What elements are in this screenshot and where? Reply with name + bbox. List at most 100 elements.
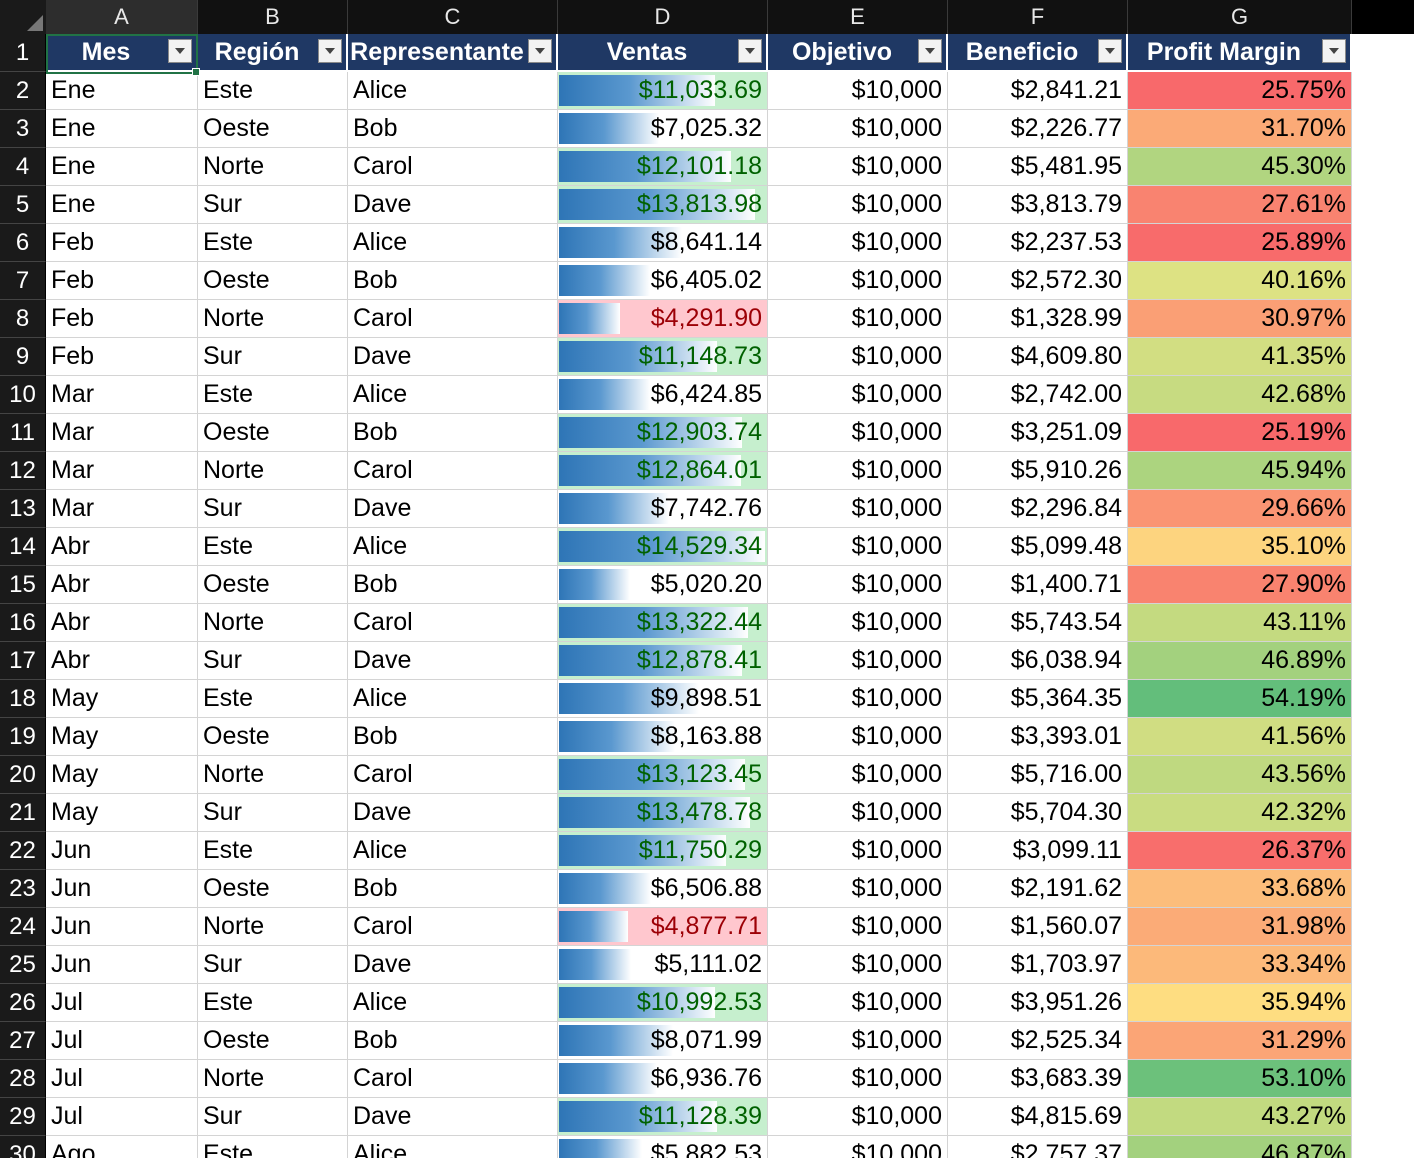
cell-beneficio[interactable]: $4,609.80 [948, 338, 1128, 376]
cell-objetivo[interactable]: $10,000 [768, 870, 948, 908]
cell-mes[interactable]: Ene [46, 186, 198, 224]
cell-representante[interactable]: Alice [348, 528, 558, 566]
cell-mes[interactable]: Abr [46, 566, 198, 604]
cell-region[interactable]: Este [198, 528, 348, 566]
cell-profit-margin[interactable]: 41.56% [1128, 718, 1352, 756]
cell-mes[interactable]: Jul [46, 984, 198, 1022]
cell-objetivo[interactable]: $10,000 [768, 186, 948, 224]
cell-representante[interactable]: Dave [348, 1098, 558, 1136]
cell-ventas[interactable]: $13,813.98 [558, 186, 768, 224]
cell-beneficio[interactable]: $5,099.48 [948, 528, 1128, 566]
cell-representante[interactable]: Dave [348, 186, 558, 224]
cell-profit-margin[interactable]: 35.10% [1128, 528, 1352, 566]
cell-mes[interactable]: Abr [46, 528, 198, 566]
cell-beneficio[interactable]: $2,226.77 [948, 110, 1128, 148]
header-cell-region[interactable]: Región [198, 34, 348, 72]
cell-ventas[interactable]: $11,750.29 [558, 832, 768, 870]
filter-dropdown-icon[interactable] [738, 39, 762, 63]
row-header[interactable]: 11 [0, 414, 46, 452]
cell-objetivo[interactable]: $10,000 [768, 566, 948, 604]
cell-objetivo[interactable]: $10,000 [768, 908, 948, 946]
cell-ventas[interactable]: $6,405.02 [558, 262, 768, 300]
cell-ventas[interactable]: $6,936.76 [558, 1060, 768, 1098]
row-header[interactable]: 29 [0, 1098, 46, 1136]
cell-ventas[interactable]: $13,478.78 [558, 794, 768, 832]
cell-objetivo[interactable]: $10,000 [768, 1060, 948, 1098]
cell-region[interactable]: Este [198, 1136, 348, 1158]
cell-mes[interactable]: May [46, 680, 198, 718]
cell-representante[interactable]: Bob [348, 870, 558, 908]
cell-mes[interactable]: Feb [46, 224, 198, 262]
cell-representante[interactable]: Dave [348, 338, 558, 376]
cell-objetivo[interactable]: $10,000 [768, 338, 948, 376]
cell-ventas[interactable]: $4,877.71 [558, 908, 768, 946]
cell-beneficio[interactable]: $2,572.30 [948, 262, 1128, 300]
cell-mes[interactable]: May [46, 756, 198, 794]
cell-objetivo[interactable]: $10,000 [768, 1098, 948, 1136]
row-header[interactable]: 6 [0, 224, 46, 262]
cell-objetivo[interactable]: $10,000 [768, 376, 948, 414]
cell-region[interactable]: Este [198, 224, 348, 262]
cell-mes[interactable]: Feb [46, 338, 198, 376]
row-header[interactable]: 3 [0, 110, 46, 148]
filter-dropdown-icon[interactable] [528, 39, 552, 63]
cell-region[interactable]: Este [198, 72, 348, 110]
cell-ventas[interactable]: $7,742.76 [558, 490, 768, 528]
cell-profit-margin[interactable]: 25.89% [1128, 224, 1352, 262]
cell-representante[interactable]: Alice [348, 984, 558, 1022]
cell-mes[interactable]: Jun [46, 832, 198, 870]
cell-beneficio[interactable]: $5,716.00 [948, 756, 1128, 794]
cell-ventas[interactable]: $9,898.51 [558, 680, 768, 718]
cell-ventas[interactable]: $6,424.85 [558, 376, 768, 414]
row-header[interactable]: 18 [0, 680, 46, 718]
cell-objetivo[interactable]: $10,000 [768, 490, 948, 528]
cell-mes[interactable]: Jul [46, 1022, 198, 1060]
cell-objetivo[interactable]: $10,000 [768, 832, 948, 870]
cell-representante[interactable]: Dave [348, 946, 558, 984]
cell-region[interactable]: Norte [198, 148, 348, 186]
cell-region[interactable]: Sur [198, 794, 348, 832]
cell-profit-margin[interactable]: 42.68% [1128, 376, 1352, 414]
cell-beneficio[interactable]: $1,560.07 [948, 908, 1128, 946]
cell-representante[interactable]: Alice [348, 832, 558, 870]
cell-profit-margin[interactable]: 45.30% [1128, 148, 1352, 186]
row-header[interactable]: 25 [0, 946, 46, 984]
row-header[interactable]: 12 [0, 452, 46, 490]
cell-representante[interactable]: Carol [348, 908, 558, 946]
cell-region[interactable]: Oeste [198, 414, 348, 452]
cell-objetivo[interactable]: $10,000 [768, 224, 948, 262]
row-header[interactable]: 4 [0, 148, 46, 186]
cell-objetivo[interactable]: $10,000 [768, 718, 948, 756]
cell-objetivo[interactable]: $10,000 [768, 414, 948, 452]
filter-dropdown-icon[interactable] [1322, 39, 1346, 63]
header-cell-beneficio[interactable]: Beneficio [948, 34, 1128, 72]
row-header[interactable]: 26 [0, 984, 46, 1022]
cell-region[interactable]: Norte [198, 604, 348, 642]
cell-region[interactable]: Oeste [198, 870, 348, 908]
cell-region[interactable]: Sur [198, 186, 348, 224]
cell-mes[interactable]: Jun [46, 908, 198, 946]
cell-ventas[interactable]: $5,111.02 [558, 946, 768, 984]
row-header[interactable]: 19 [0, 718, 46, 756]
cell-beneficio[interactable]: $5,910.26 [948, 452, 1128, 490]
cell-objetivo[interactable]: $10,000 [768, 794, 948, 832]
cell-region[interactable]: Oeste [198, 718, 348, 756]
cell-mes[interactable]: May [46, 794, 198, 832]
cell-mes[interactable]: Ene [46, 148, 198, 186]
cell-region[interactable]: Sur [198, 338, 348, 376]
cell-ventas[interactable]: $8,163.88 [558, 718, 768, 756]
row-header[interactable]: 9 [0, 338, 46, 376]
cell-mes[interactable]: Mar [46, 452, 198, 490]
cell-beneficio[interactable]: $2,237.53 [948, 224, 1128, 262]
cell-profit-margin[interactable]: 30.97% [1128, 300, 1352, 338]
header-cell-objetivo[interactable]: Objetivo [768, 34, 948, 72]
cell-beneficio[interactable]: $2,841.21 [948, 72, 1128, 110]
cell-mes[interactable]: Ago [46, 1136, 198, 1158]
cell-representante[interactable]: Dave [348, 642, 558, 680]
cell-representante[interactable]: Dave [348, 794, 558, 832]
cell-ventas[interactable]: $11,033.69 [558, 72, 768, 110]
header-cell-profit-margin[interactable]: Profit Margin [1128, 34, 1352, 72]
cell-objetivo[interactable]: $10,000 [768, 110, 948, 148]
row-header[interactable]: 28 [0, 1060, 46, 1098]
